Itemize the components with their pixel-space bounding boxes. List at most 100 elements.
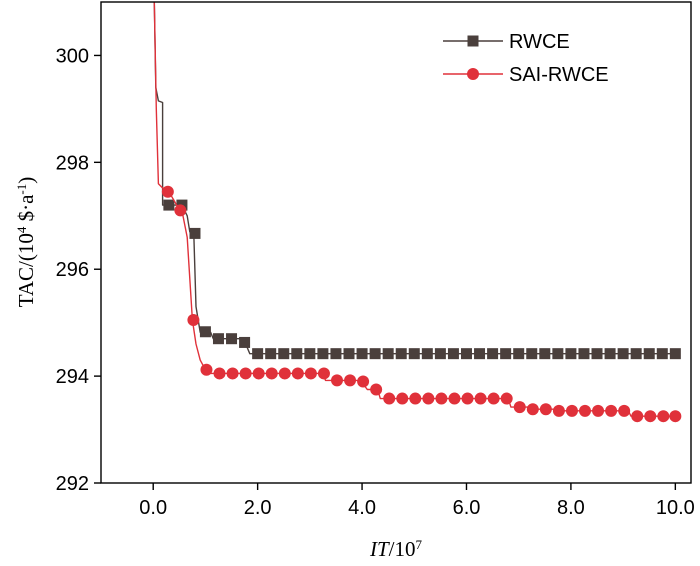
data-point-rwce [565, 348, 577, 360]
x-tick-label: 0.0 [139, 497, 167, 519]
data-point-rwce [500, 348, 512, 360]
y-axis: 292 294 296 298 300 [56, 45, 101, 495]
data-point-sai-rwce [252, 367, 265, 380]
data-point-rwce [513, 348, 525, 360]
data-point-rwce [617, 348, 629, 360]
data-point-sai-rwce [618, 404, 631, 417]
y-tick-label: 298 [56, 152, 89, 174]
data-point-rwce [330, 348, 342, 360]
data-point-sai-rwce [631, 410, 644, 423]
data-point-sai-rwce [605, 404, 618, 417]
data-point-sai-rwce [383, 392, 396, 405]
series-rwce [153, 2, 681, 360]
x-tick-label: 4.0 [348, 497, 376, 519]
data-point-rwce [226, 333, 238, 345]
data-point-sai-rwce [213, 367, 226, 380]
data-point-rwce [460, 348, 472, 360]
data-point-sai-rwce [474, 392, 487, 405]
data-point-sai-rwce [669, 410, 682, 423]
data-point-sai-rwce [500, 392, 513, 405]
data-point-rwce [643, 348, 655, 360]
data-point-rwce [669, 348, 681, 360]
data-point-rwce [189, 227, 201, 239]
data-point-rwce [552, 348, 564, 360]
data-point-rwce [278, 348, 290, 360]
data-point-sai-rwce [239, 367, 252, 380]
data-point-rwce [239, 336, 251, 348]
series-layer [153, 2, 682, 423]
data-point-sai-rwce [461, 392, 474, 405]
data-point-sai-rwce [448, 392, 461, 405]
plot-frame [100, 1, 692, 484]
data-point-rwce [395, 348, 407, 360]
legend-label-sai-rwce: SAI-RWCE [509, 64, 609, 86]
data-point-sai-rwce [265, 367, 278, 380]
data-point-sai-rwce [396, 392, 409, 405]
plot-area [153, 2, 682, 423]
data-point-sai-rwce [539, 403, 552, 416]
data-point-sai-rwce [291, 367, 304, 380]
data-point-sai-rwce [226, 367, 239, 380]
data-point-sai-rwce [487, 392, 500, 405]
data-point-rwce [304, 348, 316, 360]
data-point-rwce [526, 348, 538, 360]
data-point-rwce [487, 348, 499, 360]
legend-label-rwce: RWCE [509, 31, 570, 53]
data-point-rwce [434, 348, 446, 360]
data-point-rwce [604, 348, 616, 360]
x-axis-title-italic: IT [369, 537, 390, 561]
data-point-rwce [212, 333, 224, 345]
y-axis-title-mid: $·a [14, 194, 38, 227]
x-axis-title-sup: 7 [416, 537, 423, 552]
data-point-sai-rwce [200, 363, 213, 376]
y-tick-label: 294 [56, 366, 89, 388]
data-point-sai-rwce [344, 374, 357, 387]
y-axis-title-pre: TAC/(10 [14, 233, 38, 307]
series-line-sai-rwce [153, 2, 676, 417]
data-point-sai-rwce [579, 404, 592, 417]
x-tick-label: 6.0 [453, 497, 481, 519]
data-point-rwce [343, 348, 355, 360]
data-point-rwce [265, 348, 277, 360]
data-point-rwce [474, 348, 486, 360]
data-point-rwce [421, 348, 433, 360]
data-point-sai-rwce [592, 404, 605, 417]
data-point-sai-rwce [526, 403, 539, 416]
data-point-rwce [656, 348, 668, 360]
x-tick-label: 2.0 [244, 497, 272, 519]
y-tick-label: 292 [56, 473, 89, 495]
data-point-sai-rwce [513, 401, 526, 414]
data-point-rwce [408, 348, 420, 360]
data-point-sai-rwce [304, 367, 317, 380]
x-axis-title: IT/107 [369, 537, 423, 562]
data-point-sai-rwce [422, 392, 435, 405]
data-point-rwce [630, 348, 642, 360]
legend-marker-sai-rwce [467, 68, 479, 80]
data-point-sai-rwce [331, 374, 343, 387]
data-point-rwce [539, 348, 551, 360]
data-point-sai-rwce [174, 204, 187, 217]
x-tick-label: 8.0 [557, 497, 585, 519]
data-point-sai-rwce [187, 313, 200, 326]
y-axis-title-sup1: 4 [14, 226, 29, 233]
series-line-rwce [153, 2, 676, 355]
data-point-sai-rwce [161, 185, 174, 198]
data-point-sai-rwce [552, 404, 565, 417]
data-point-sai-rwce [435, 392, 448, 405]
data-point-sai-rwce [409, 392, 422, 405]
data-point-rwce [369, 348, 381, 360]
legend-marker-rwce [467, 35, 479, 47]
data-point-rwce [163, 199, 175, 211]
data-point-sai-rwce [644, 410, 657, 423]
data-point-sai-rwce [357, 375, 370, 388]
legend: RWCE SAI-RWCE [443, 31, 609, 86]
data-point-sai-rwce [317, 367, 330, 380]
data-point-rwce [199, 326, 211, 338]
y-tick-label: 296 [56, 259, 89, 281]
data-point-rwce [252, 348, 264, 360]
legend-item-sai-rwce: SAI-RWCE [443, 64, 609, 86]
data-point-rwce [317, 348, 329, 360]
y-axis-title: TAC/(104 $·a-1) [14, 177, 39, 308]
data-point-rwce [578, 348, 590, 360]
